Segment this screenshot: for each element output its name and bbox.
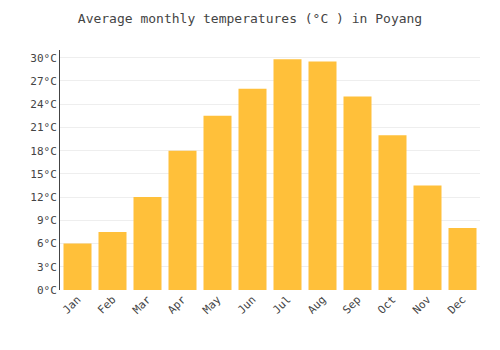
svg-text:Jan: Jan xyxy=(60,293,83,316)
svg-text:Average monthly temperatures (: Average monthly temperatures (°C ) in Po… xyxy=(78,11,422,26)
svg-text:Nov: Nov xyxy=(410,293,434,317)
svg-text:18°C: 18°C xyxy=(30,145,57,158)
svg-text:Aug: Aug xyxy=(305,293,328,316)
svg-text:0°C: 0°C xyxy=(37,284,57,297)
svg-text:3°C: 3°C xyxy=(37,261,57,274)
svg-text:6°C: 6°C xyxy=(37,237,57,250)
svg-text:Feb: Feb xyxy=(95,293,118,316)
svg-text:9°C: 9°C xyxy=(37,214,57,227)
svg-text:24°C: 24°C xyxy=(30,98,57,111)
svg-text:12°C: 12°C xyxy=(30,191,57,204)
svg-text:30°C: 30°C xyxy=(30,52,57,65)
svg-text:Apr: Apr xyxy=(165,293,189,317)
svg-text:Jun: Jun xyxy=(235,293,258,316)
svg-text:21°C: 21°C xyxy=(30,121,57,134)
svg-text:Mar: Mar xyxy=(130,293,154,317)
svg-text:27°C: 27°C xyxy=(30,75,57,88)
svg-text:Sep: Sep xyxy=(340,293,363,316)
svg-text:May: May xyxy=(200,293,224,317)
svg-text:15°C: 15°C xyxy=(30,168,57,181)
svg-text:Jul: Jul xyxy=(270,293,293,316)
svg-text:Oct: Oct xyxy=(375,293,398,316)
svg-text:Dec: Dec xyxy=(445,293,468,316)
